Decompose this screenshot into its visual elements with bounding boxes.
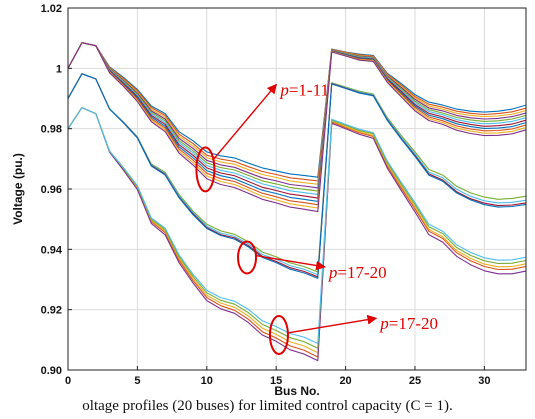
y-tick-label: 0.92 [41, 305, 62, 317]
series-line-6 [68, 42, 526, 195]
y-tick-label: 1.02 [41, 3, 62, 15]
x-tick-label: 30 [478, 375, 490, 387]
y-tick-label: 0.94 [41, 244, 63, 256]
y-axis-ticks: 0.90 0.92 0.94 0.96 0.98 1 1.02 [41, 3, 72, 377]
annotations-layer: p=1-11 p=17-20 p=17-20 [195, 80, 438, 356]
annotation-arrow [212, 83, 277, 160]
series-layer [68, 42, 526, 362]
series-line-15 [68, 73, 526, 279]
grid-lines [68, 8, 526, 370]
x-tick-label: 15 [270, 375, 282, 387]
y-axis-label: Voltage (pu.) [11, 153, 25, 225]
series-line-16 [68, 107, 526, 358]
y-tick-label: 0.96 [41, 184, 62, 196]
x-tick-label: 5 [134, 375, 140, 387]
x-axis-label: Bus No. [274, 384, 319, 398]
voltage-profile-chart: 0 5 10 15 20 25 30 0.90 0.92 0.94 0.96 0.98 1 1.02 B… [11, 3, 527, 398]
x-tick-label: 10 [201, 375, 213, 387]
x-tick-label: 0 [65, 375, 71, 387]
series-line-2 [68, 42, 526, 182]
annotation-label: p=17-20 [328, 263, 387, 282]
series-line-19 [68, 107, 526, 349]
figure-caption: oltage profiles (20 buses) for limited c… [82, 398, 453, 414]
series-line-7 [68, 42, 526, 199]
y-tick-label: 1 [56, 63, 62, 75]
y-tick-label: 0.90 [41, 365, 62, 377]
series-line-12 [68, 73, 526, 273]
annotation-ellipse [195, 146, 216, 193]
series-line-17 [68, 107, 526, 354]
x-tick-label: 25 [409, 375, 421, 387]
series-line-1 [68, 42, 526, 178]
annotation-arrow [286, 314, 378, 334]
annotation-label: p=17-20 [379, 314, 438, 333]
series-line-3 [68, 42, 526, 185]
x-tick-label: 20 [339, 375, 351, 387]
annotation-ellipse [237, 240, 258, 275]
x-axis-ticks: 0 5 10 15 20 25 30 [65, 366, 490, 387]
series-line-8 [68, 42, 526, 202]
annotation-ellipse [268, 315, 289, 356]
y-tick-label: 0.98 [41, 124, 62, 136]
series-line-18 [68, 107, 526, 362]
series-line-11 [68, 42, 526, 213]
annotation-label: p=1-11 [279, 80, 329, 99]
series-line-9 [68, 42, 526, 206]
series-line-14 [68, 73, 526, 278]
series-line-4 [68, 42, 526, 189]
series-line-5 [68, 42, 526, 192]
series-line-10 [68, 42, 526, 209]
series-line-20 [68, 107, 526, 345]
annotation-arrow [254, 254, 326, 271]
